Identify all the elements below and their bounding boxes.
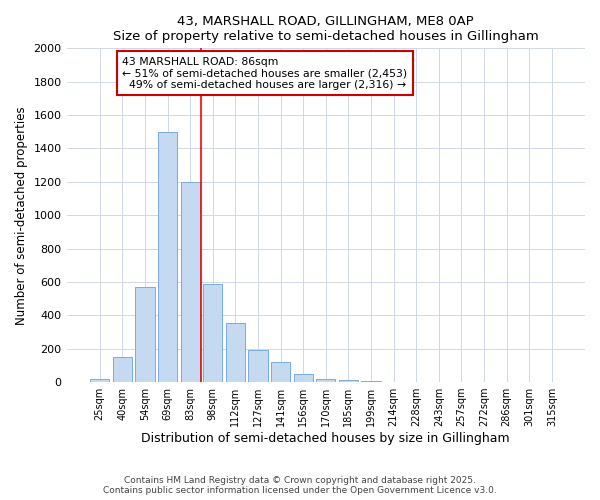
Bar bbox=[90, 378, 109, 382]
Bar bbox=[316, 378, 335, 382]
Bar bbox=[113, 357, 132, 382]
Bar bbox=[271, 362, 290, 382]
Bar bbox=[361, 381, 380, 382]
Text: 43 MARSHALL ROAD: 86sqm
← 51% of semi-detached houses are smaller (2,453)
  49% : 43 MARSHALL ROAD: 86sqm ← 51% of semi-de… bbox=[122, 56, 407, 90]
X-axis label: Distribution of semi-detached houses by size in Gillingham: Distribution of semi-detached houses by … bbox=[142, 432, 510, 445]
Bar bbox=[339, 380, 358, 382]
Y-axis label: Number of semi-detached properties: Number of semi-detached properties bbox=[15, 106, 28, 324]
Bar bbox=[136, 287, 155, 382]
Bar bbox=[203, 284, 223, 382]
Title: 43, MARSHALL ROAD, GILLINGHAM, ME8 0AP
Size of property relative to semi-detache: 43, MARSHALL ROAD, GILLINGHAM, ME8 0AP S… bbox=[113, 15, 539, 43]
Bar bbox=[181, 182, 200, 382]
Bar bbox=[158, 132, 177, 382]
Bar bbox=[226, 323, 245, 382]
Bar bbox=[248, 350, 268, 382]
Text: Contains HM Land Registry data © Crown copyright and database right 2025.
Contai: Contains HM Land Registry data © Crown c… bbox=[103, 476, 497, 495]
Bar bbox=[293, 374, 313, 382]
